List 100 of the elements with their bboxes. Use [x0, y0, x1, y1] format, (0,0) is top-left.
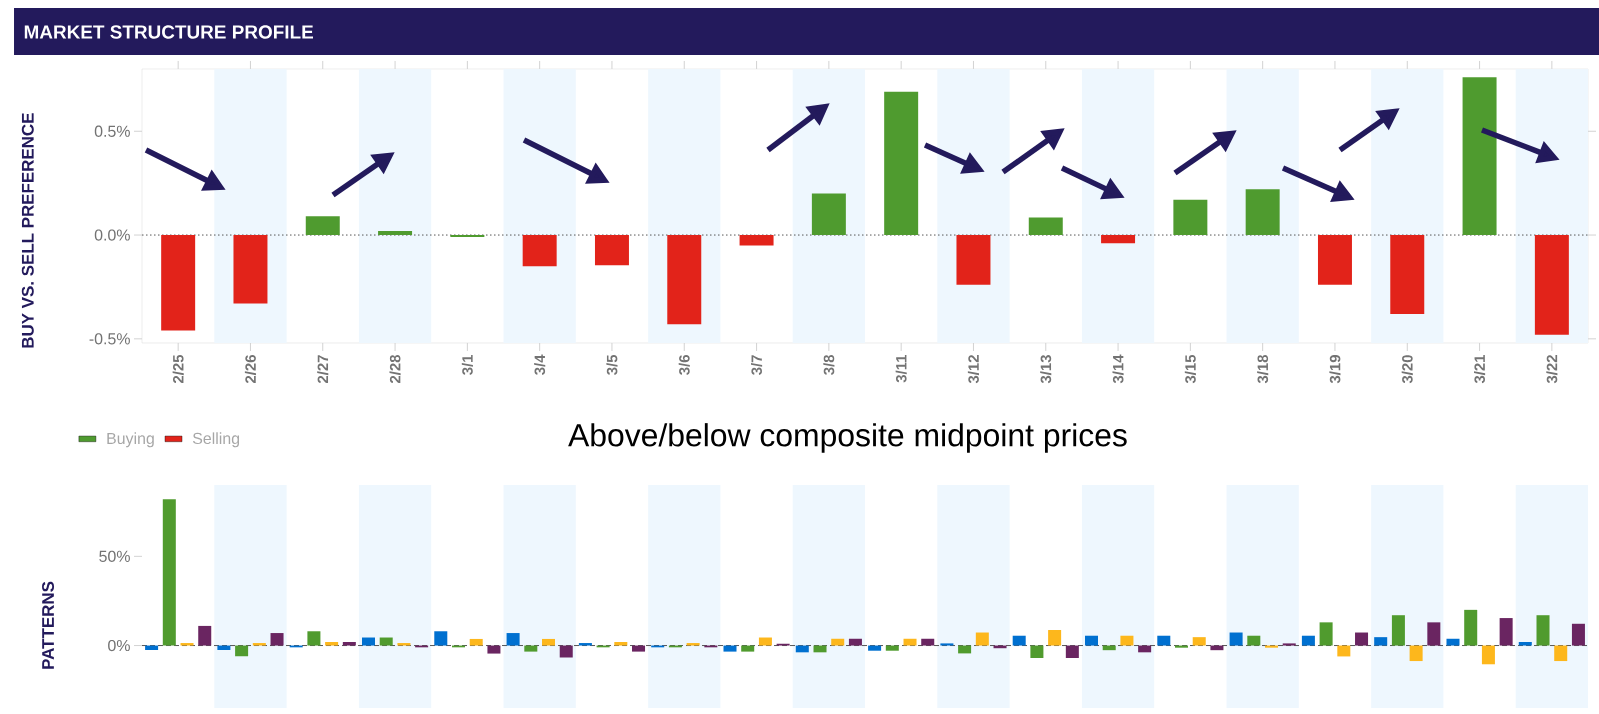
- bar: [903, 638, 917, 646]
- bar: [379, 637, 393, 646]
- bar: [885, 645, 899, 651]
- bar: [1391, 615, 1405, 646]
- bar: [145, 645, 159, 650]
- bar: [723, 645, 737, 652]
- bar: [559, 645, 573, 658]
- bar: [956, 235, 991, 285]
- bar: [162, 499, 176, 646]
- bar: [1265, 645, 1279, 648]
- x-tick-label: 3/20: [1401, 355, 1413, 384]
- bar: [940, 643, 954, 646]
- bar: [506, 633, 520, 646]
- bar: [1030, 645, 1044, 659]
- bar: [811, 193, 846, 236]
- bar: [325, 641, 339, 646]
- bar: [1374, 637, 1388, 646]
- bar: [198, 625, 212, 646]
- x-tick-label: 3/4: [534, 354, 546, 375]
- y-tick-label: 0%: [108, 639, 130, 652]
- bar: [1065, 645, 1079, 659]
- bar: [1534, 235, 1569, 335]
- legend-label: Selling: [192, 432, 240, 448]
- bar: [1355, 632, 1369, 646]
- bar: [1101, 235, 1136, 244]
- bar: [307, 631, 321, 646]
- bar: [217, 645, 231, 650]
- bar: [921, 638, 935, 646]
- bar: [1229, 632, 1243, 646]
- bar: [975, 632, 989, 646]
- bar: [884, 91, 919, 236]
- x-tick-label: 3/11: [895, 354, 907, 383]
- bar: [235, 645, 249, 657]
- bar: [1317, 235, 1352, 285]
- bar: [1084, 635, 1098, 646]
- bar: [848, 638, 862, 646]
- x-tick-label: 3/14: [1112, 354, 1124, 384]
- bar: [397, 643, 411, 646]
- x-tick-label: 3/15: [1184, 354, 1196, 384]
- x-tick-label: 3/13: [1040, 355, 1052, 384]
- bar: [542, 638, 556, 646]
- bar: [1012, 635, 1026, 646]
- bar: [1390, 235, 1425, 314]
- x-tick-label: 3/12: [967, 355, 980, 384]
- bar: [1554, 645, 1568, 662]
- bar: [1462, 77, 1497, 236]
- y-tick-label: -0.5%: [89, 333, 130, 345]
- bar: [739, 235, 774, 246]
- bar: [1157, 635, 1171, 646]
- bar: [667, 235, 702, 325]
- bar: [378, 230, 413, 236]
- chart-title: MARKET STRUCTURE PROFILE: [24, 25, 313, 39]
- text: Above/below composite midpoint prices: [568, 423, 1127, 453]
- bar: [1301, 635, 1315, 646]
- y-tick-label: 50%: [99, 550, 130, 562]
- bar: [686, 643, 700, 646]
- bar: [1409, 645, 1423, 662]
- bar: [487, 645, 501, 654]
- bar: [1337, 645, 1351, 657]
- bar: [868, 645, 882, 651]
- bar: [578, 643, 592, 646]
- bar: [1319, 622, 1333, 646]
- bar: [1175, 645, 1189, 648]
- bar: [1120, 635, 1134, 646]
- bar: [180, 643, 194, 646]
- bar: [831, 638, 845, 646]
- x-tick-label: 2/25: [172, 354, 184, 384]
- x-tick-label: 3/19: [1329, 355, 1341, 384]
- x-tick-label: 2/26: [244, 355, 257, 384]
- bar: [1464, 609, 1478, 646]
- x-tick-label: 3/8: [823, 354, 835, 375]
- x-tick-label: 3/22: [1546, 355, 1558, 384]
- bar: [741, 645, 755, 652]
- bar: [450, 235, 485, 238]
- bar: [1499, 618, 1513, 646]
- x-tick-label: 3/18: [1257, 354, 1269, 384]
- bar: [1247, 635, 1261, 646]
- bar: [270, 633, 284, 646]
- x-tick-label: 3/7: [751, 355, 763, 375]
- bar: [434, 631, 448, 646]
- x-tick-label: 2/27: [317, 355, 329, 384]
- y-axis-title: BUY VS. SELL PREFERENCE: [21, 113, 34, 348]
- bar: [252, 643, 266, 646]
- bar: [1282, 643, 1296, 646]
- bar: [522, 235, 557, 267]
- bar: [342, 641, 356, 646]
- bar: [524, 645, 538, 652]
- x-tick-label: 3/6: [678, 355, 690, 375]
- x-tick-label: 3/1: [461, 354, 473, 375]
- x-tick-label: 3/21: [1474, 354, 1486, 384]
- bar: [1245, 189, 1280, 236]
- bar: [305, 216, 340, 236]
- y-tick-label: 0.5%: [94, 125, 130, 137]
- bar: [1173, 199, 1208, 236]
- bar: [361, 637, 375, 646]
- bar: [758, 637, 772, 646]
- bar: [1481, 645, 1495, 665]
- bar: [632, 645, 646, 652]
- bar: [1192, 637, 1206, 646]
- bar: [233, 235, 268, 304]
